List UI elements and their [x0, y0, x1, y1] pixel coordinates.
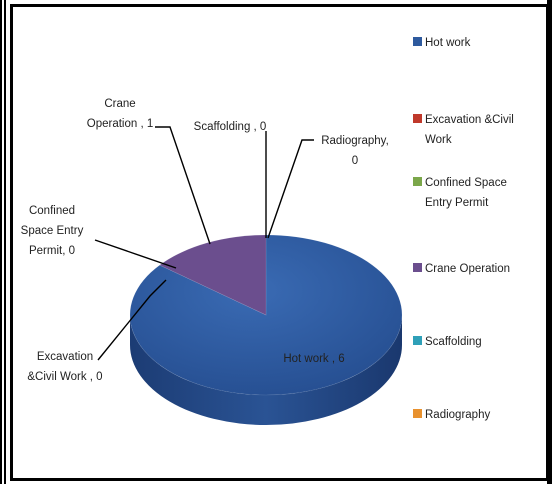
data-label-confined-space-entry-permit: Confined Space Entry Permit, 0 — [21, 205, 84, 257]
legend-label-radiography: Radiography — [425, 409, 490, 421]
data-label-scaffolding: Scaffolding , 0 — [194, 121, 267, 133]
legend-label-confined-space-entry-permit: Confined Space Entry Permit — [425, 177, 507, 209]
leader-line-radiography — [267, 139, 314, 239]
pie-side — [130, 315, 402, 425]
data-labels: Hot work , 6 Excavation &Civil Work , 0 Con… — [21, 98, 389, 383]
legend-label-hot-work: Hot work — [425, 37, 471, 49]
legend-swatch-excavation-civil-work — [413, 114, 422, 123]
pie-layer — [129, 234, 403, 425]
legend: Hot work Excavation &Civil Work Confined Sp… — [413, 37, 514, 421]
data-label-crane-operation: Crane Operation , 1 — [87, 98, 153, 130]
legend-swatch-scaffolding — [413, 336, 422, 345]
leader-line-excavation-civil-work — [97, 279, 167, 361]
legend-swatch-confined-space-entry-permit — [413, 177, 422, 186]
left-border — [0, 0, 6, 484]
pie-slice-crane-operation — [159, 234, 267, 316]
legend-label-crane-operation: Crane Operation — [425, 263, 510, 275]
legend-label-scaffolding: Scaffolding — [425, 336, 482, 348]
legend-label-excavation-civil-work: Excavation &Civil Work — [425, 114, 514, 146]
legend-swatch-radiography — [413, 409, 422, 418]
data-label-radiography: Radiography, 0 — [321, 135, 389, 167]
data-label-hot-work: Hot work , 6 — [283, 353, 344, 365]
left-border-gap — [2, 0, 4, 484]
legend-swatch-crane-operation — [413, 263, 422, 272]
data-label-excavation-civil-work: Excavation &Civil Work , 0 — [27, 351, 102, 383]
leader-line-crane-operation — [155, 126, 211, 245]
legend-swatch-hot-work — [413, 37, 422, 46]
right-border — [547, 0, 552, 484]
leader-line-confined-space-entry-permit — [94, 239, 177, 269]
pie-slice-hot-work — [129, 234, 403, 396]
leader-lines — [94, 126, 314, 361]
